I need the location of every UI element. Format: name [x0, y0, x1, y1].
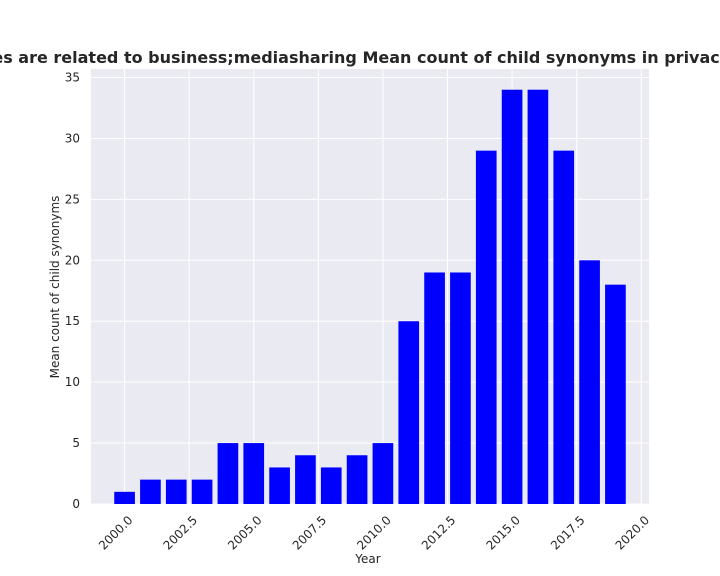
- y-tick-label: 30: [65, 131, 80, 145]
- bar: [269, 467, 290, 504]
- bar: [346, 455, 368, 504]
- bar: [450, 272, 471, 504]
- bar: [320, 467, 342, 504]
- bar: [424, 272, 445, 504]
- bar: [527, 89, 549, 504]
- bar: [243, 443, 265, 504]
- y-tick-label: 25: [65, 192, 80, 206]
- bar: [501, 89, 523, 504]
- y-axis-ticks: 0 5 10 15 20 25 30 35: [65, 71, 80, 511]
- bar: [165, 479, 187, 504]
- x-tick-label: 2005.0: [225, 513, 265, 553]
- x-tick-label: 2007.5: [290, 513, 330, 553]
- bar: [191, 479, 213, 504]
- bar: [398, 321, 420, 504]
- bar: [217, 443, 239, 504]
- x-tick-label: 2002.5: [161, 513, 201, 553]
- x-axis-ticks: 2000.0 2002.5 2005.0 2007.5 2010.0 2012.5 2015…: [96, 513, 652, 553]
- x-axis-label: Year: [354, 552, 380, 566]
- y-tick-label: 5: [72, 436, 80, 450]
- bar: [605, 284, 626, 504]
- y-tick-label: 0: [72, 497, 80, 511]
- x-tick-label: 2015.0: [483, 513, 523, 553]
- x-tick-label: 2010.0: [354, 513, 394, 553]
- y-tick-label: 20: [65, 253, 80, 267]
- bar: [372, 443, 394, 504]
- x-tick-label: 2000.0: [96, 513, 136, 553]
- bar: [579, 260, 600, 504]
- bar: [114, 491, 135, 504]
- x-tick-label: 2017.5: [548, 513, 588, 553]
- y-tick-label: 35: [65, 71, 80, 85]
- x-tick-label: 2020.0: [613, 513, 653, 553]
- chart-title: Categories are related to business;media…: [0, 48, 720, 67]
- bar: [140, 479, 161, 504]
- bar: [553, 150, 575, 504]
- y-tick-label: 10: [65, 375, 80, 389]
- x-tick-label: 2012.5: [419, 513, 459, 553]
- bars: [114, 89, 626, 504]
- bar: [475, 150, 497, 504]
- bar: [295, 455, 316, 504]
- y-axis-label: Mean count of child synonyms: [48, 196, 62, 379]
- y-tick-label: 15: [65, 314, 80, 328]
